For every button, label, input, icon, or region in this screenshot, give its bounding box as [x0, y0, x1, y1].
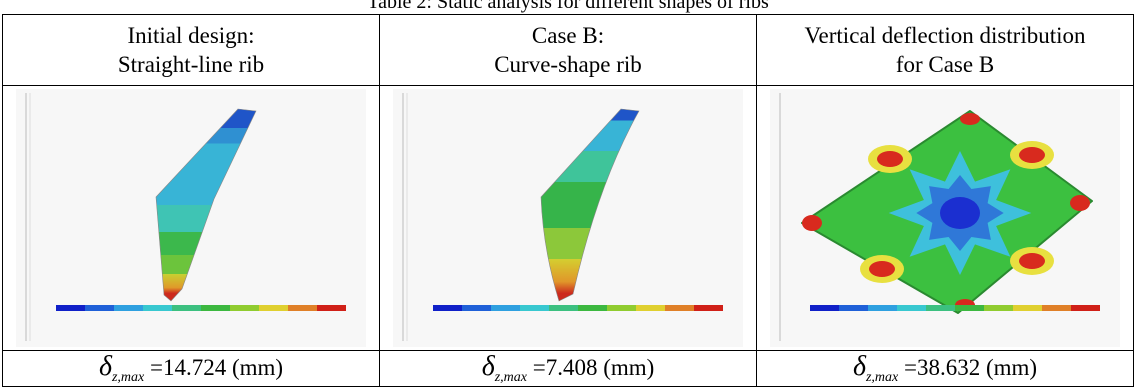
- hot-spot: [1019, 253, 1045, 269]
- color-bar-segment: [288, 305, 317, 311]
- color-bar-segment: [607, 305, 636, 311]
- fea-image: [16, 89, 366, 347]
- color-bar-segment: [1042, 305, 1071, 311]
- color-bar-segment: [230, 305, 259, 311]
- header-cell: Initial design:Straight-line rib: [3, 15, 380, 86]
- color-bar-segment: [433, 305, 462, 311]
- header-line: Initial design:: [3, 21, 379, 50]
- color-bar-segment: [694, 305, 723, 311]
- result-row: δz,max =14.724 (mm) δz,max =7.408 (mm) δ…: [3, 351, 1134, 387]
- document: Table 2: Static analysis for different s…: [0, 0, 1136, 389]
- header-line: Straight-line rib: [3, 50, 379, 79]
- table-title: Table 2: Static analysis for different s…: [0, 0, 1136, 13]
- color-bar-segment: [114, 305, 143, 311]
- color-bar-segment: [259, 305, 288, 311]
- header-line: Case B:: [380, 21, 756, 50]
- center-min: [940, 197, 980, 229]
- header-line: Vertical deflection distribution: [757, 21, 1133, 50]
- hot-spot: [869, 261, 895, 277]
- subscript: z,max: [112, 370, 144, 385]
- color-bar-segment: [317, 305, 346, 311]
- color-bar: [810, 305, 1100, 311]
- image-row: [3, 86, 1134, 351]
- color-bar-segment: [868, 305, 897, 311]
- fea-image: [770, 89, 1120, 347]
- fea-image: [393, 89, 743, 347]
- result-cell: δz,max =7.408 (mm): [380, 351, 757, 387]
- color-bar-segment: [85, 305, 114, 311]
- image-cell: [3, 86, 380, 351]
- header-line: for Case B: [757, 50, 1133, 79]
- color-bar-segment: [897, 305, 926, 311]
- color-bar-segment: [143, 305, 172, 311]
- result-text: =14.724 (mm): [150, 355, 283, 380]
- result-text: =7.408 (mm): [533, 355, 655, 380]
- color-bar-segment: [549, 305, 578, 311]
- result-cell: δz,max =14.724 (mm): [3, 351, 380, 387]
- result-table: Initial design:Straight-line rib Case B:…: [2, 14, 1134, 387]
- image-cell: [757, 86, 1134, 351]
- hot-spot: [1070, 195, 1090, 211]
- color-bar-segment: [665, 305, 694, 311]
- color-bar-segment: [984, 305, 1013, 311]
- header-line: Curve-shape rib: [380, 50, 756, 79]
- color-bar-segment: [56, 305, 85, 311]
- color-bar-segment: [201, 305, 230, 311]
- image-cell: [380, 86, 757, 351]
- color-bar-segment: [462, 305, 491, 311]
- header-cell: Case B:Curve-shape rib: [380, 15, 757, 86]
- page: {"title": "Table 2: Static analysis for …: [0, 0, 1136, 389]
- subscript: z,max: [495, 370, 527, 385]
- result-text: =38.632 (mm): [904, 355, 1037, 380]
- color-bar-segment: [636, 305, 665, 311]
- hot-spot: [802, 215, 822, 231]
- color-bar-segment: [810, 305, 839, 311]
- color-bar: [56, 305, 346, 311]
- result-cell: δz,max =38.632 (mm): [757, 351, 1134, 387]
- hot-spot: [1019, 147, 1045, 163]
- symbol: δ: [482, 351, 495, 382]
- color-bar-segment: [926, 305, 955, 311]
- hot-spot: [877, 151, 903, 167]
- symbol: δ: [99, 351, 112, 382]
- color-bar-segment: [491, 305, 520, 311]
- color-bar-segment: [955, 305, 984, 311]
- header-row: Initial design:Straight-line rib Case B:…: [3, 15, 1134, 86]
- color-bar: [433, 305, 723, 311]
- color-bar-segment: [578, 305, 607, 311]
- symbol: δ: [853, 351, 866, 382]
- color-bar-segment: [172, 305, 201, 311]
- color-bar-segment: [520, 305, 549, 311]
- hot-spot: [960, 113, 980, 125]
- color-bar-segment: [1013, 305, 1042, 311]
- color-bar-segment: [839, 305, 868, 311]
- subscript: z,max: [866, 370, 898, 385]
- color-bar-segment: [1071, 305, 1100, 311]
